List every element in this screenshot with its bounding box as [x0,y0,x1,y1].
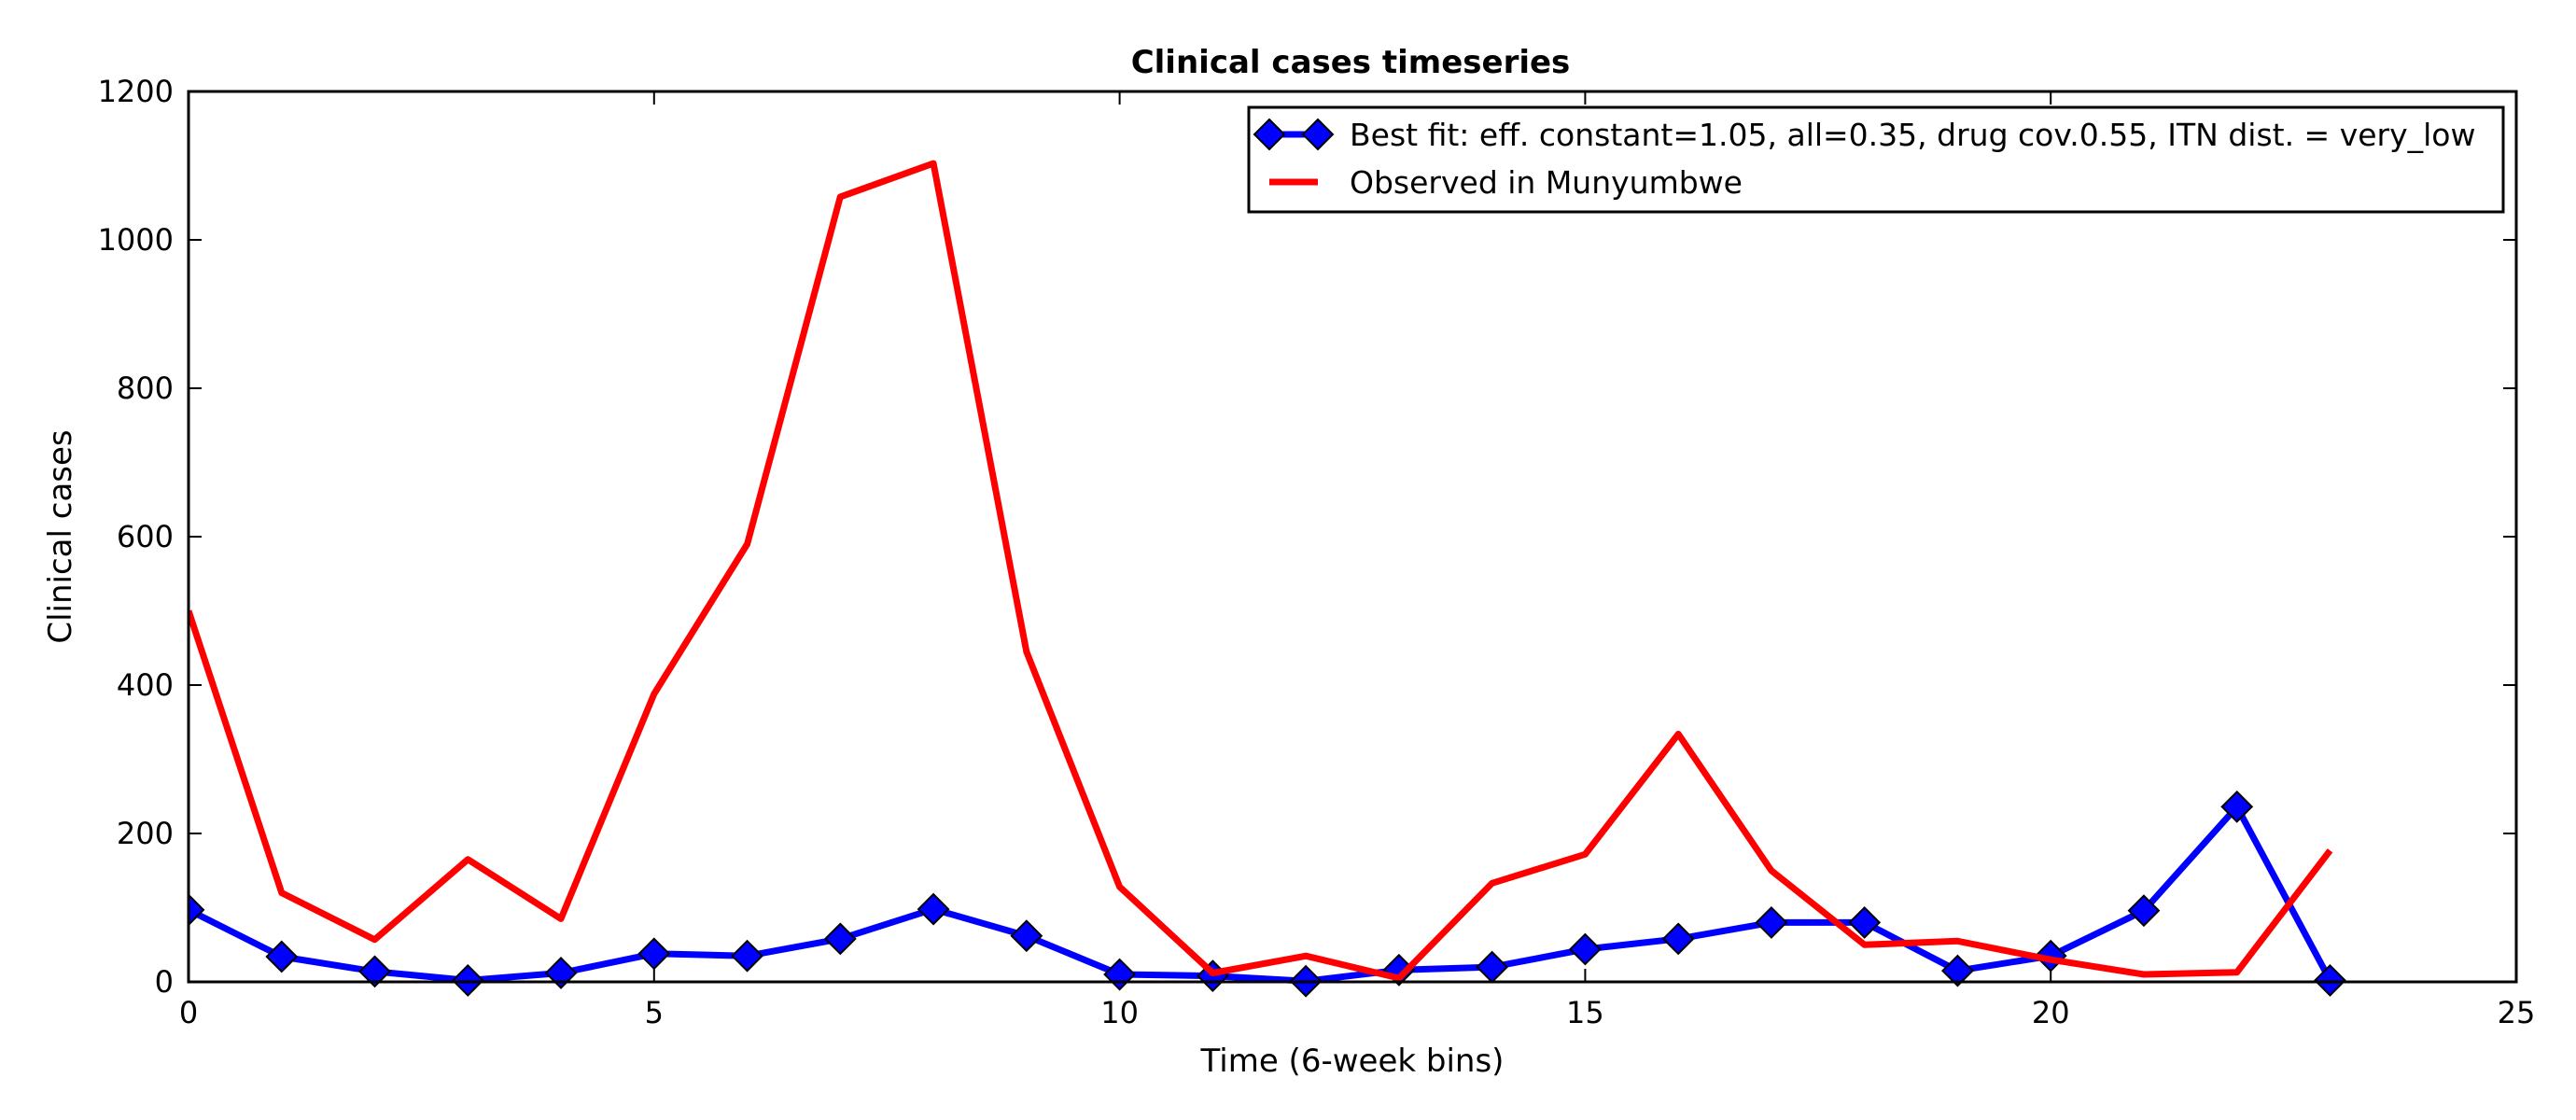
data-point [2127,894,2161,928]
series-group [189,160,2346,998]
y-tick-label: 800 [117,371,174,406]
series-line-2 [189,160,2333,982]
data-point [265,940,299,973]
x-tick-label: 25 [2498,995,2536,1030]
legend-marker [1301,118,1335,151]
data-point [1848,905,1882,939]
plot-frame [187,90,2518,984]
plot-area: 0 5 10 15 20 25 0 200 400 600 800 1000 1200 [98,74,2536,1030]
x-tick-label: 15 [1566,995,1604,1030]
data-point [731,939,763,973]
y-tick-label: 200 [117,816,174,851]
legend-frame [1247,105,2505,214]
y-tick-label: 0 [155,964,174,1000]
data-point [189,893,205,927]
data-point [1661,922,1695,956]
y-tick-label: 600 [117,519,174,554]
data-point [1476,950,1509,984]
data-point [823,922,857,956]
chart-title: Clinical cases timeseries [1131,44,1571,81]
y-tick-label: 1000 [98,222,174,258]
data-point [637,937,671,971]
legend: Best fit: eff. constant=1.05, all=0.35, … [1247,105,2505,214]
x-axis-label: Time (6-week bins) [1200,1043,1505,1080]
data-point [451,963,484,997]
data-point [358,955,391,988]
y-axis-label: Clinical cases [42,429,79,643]
data-point [544,957,578,989]
data-point [1755,905,1788,939]
data-point [2314,963,2346,997]
series-line-1 [189,803,2333,985]
x-tick-label: 5 [645,995,664,1030]
data-point [1568,932,1602,966]
y-tick-label: 400 [117,667,174,703]
data-point [2220,790,2254,823]
data-point [917,892,950,926]
x-tick-label: 20 [2032,995,2070,1030]
legend-label: Best fit: eff. constant=1.05, all=0.35, … [1350,117,2475,153]
x-tick-label: 0 [179,995,198,1030]
legend-label: Observed in Munyumbwe [1350,164,1743,201]
data-point [1941,954,1974,987]
x-tick-label: 10 [1100,995,1139,1030]
y-tick-label: 1200 [98,74,174,109]
data-point [1103,958,1137,991]
data-point [1010,919,1043,953]
data-point [2034,939,2067,973]
legend-marker [1253,118,1286,151]
